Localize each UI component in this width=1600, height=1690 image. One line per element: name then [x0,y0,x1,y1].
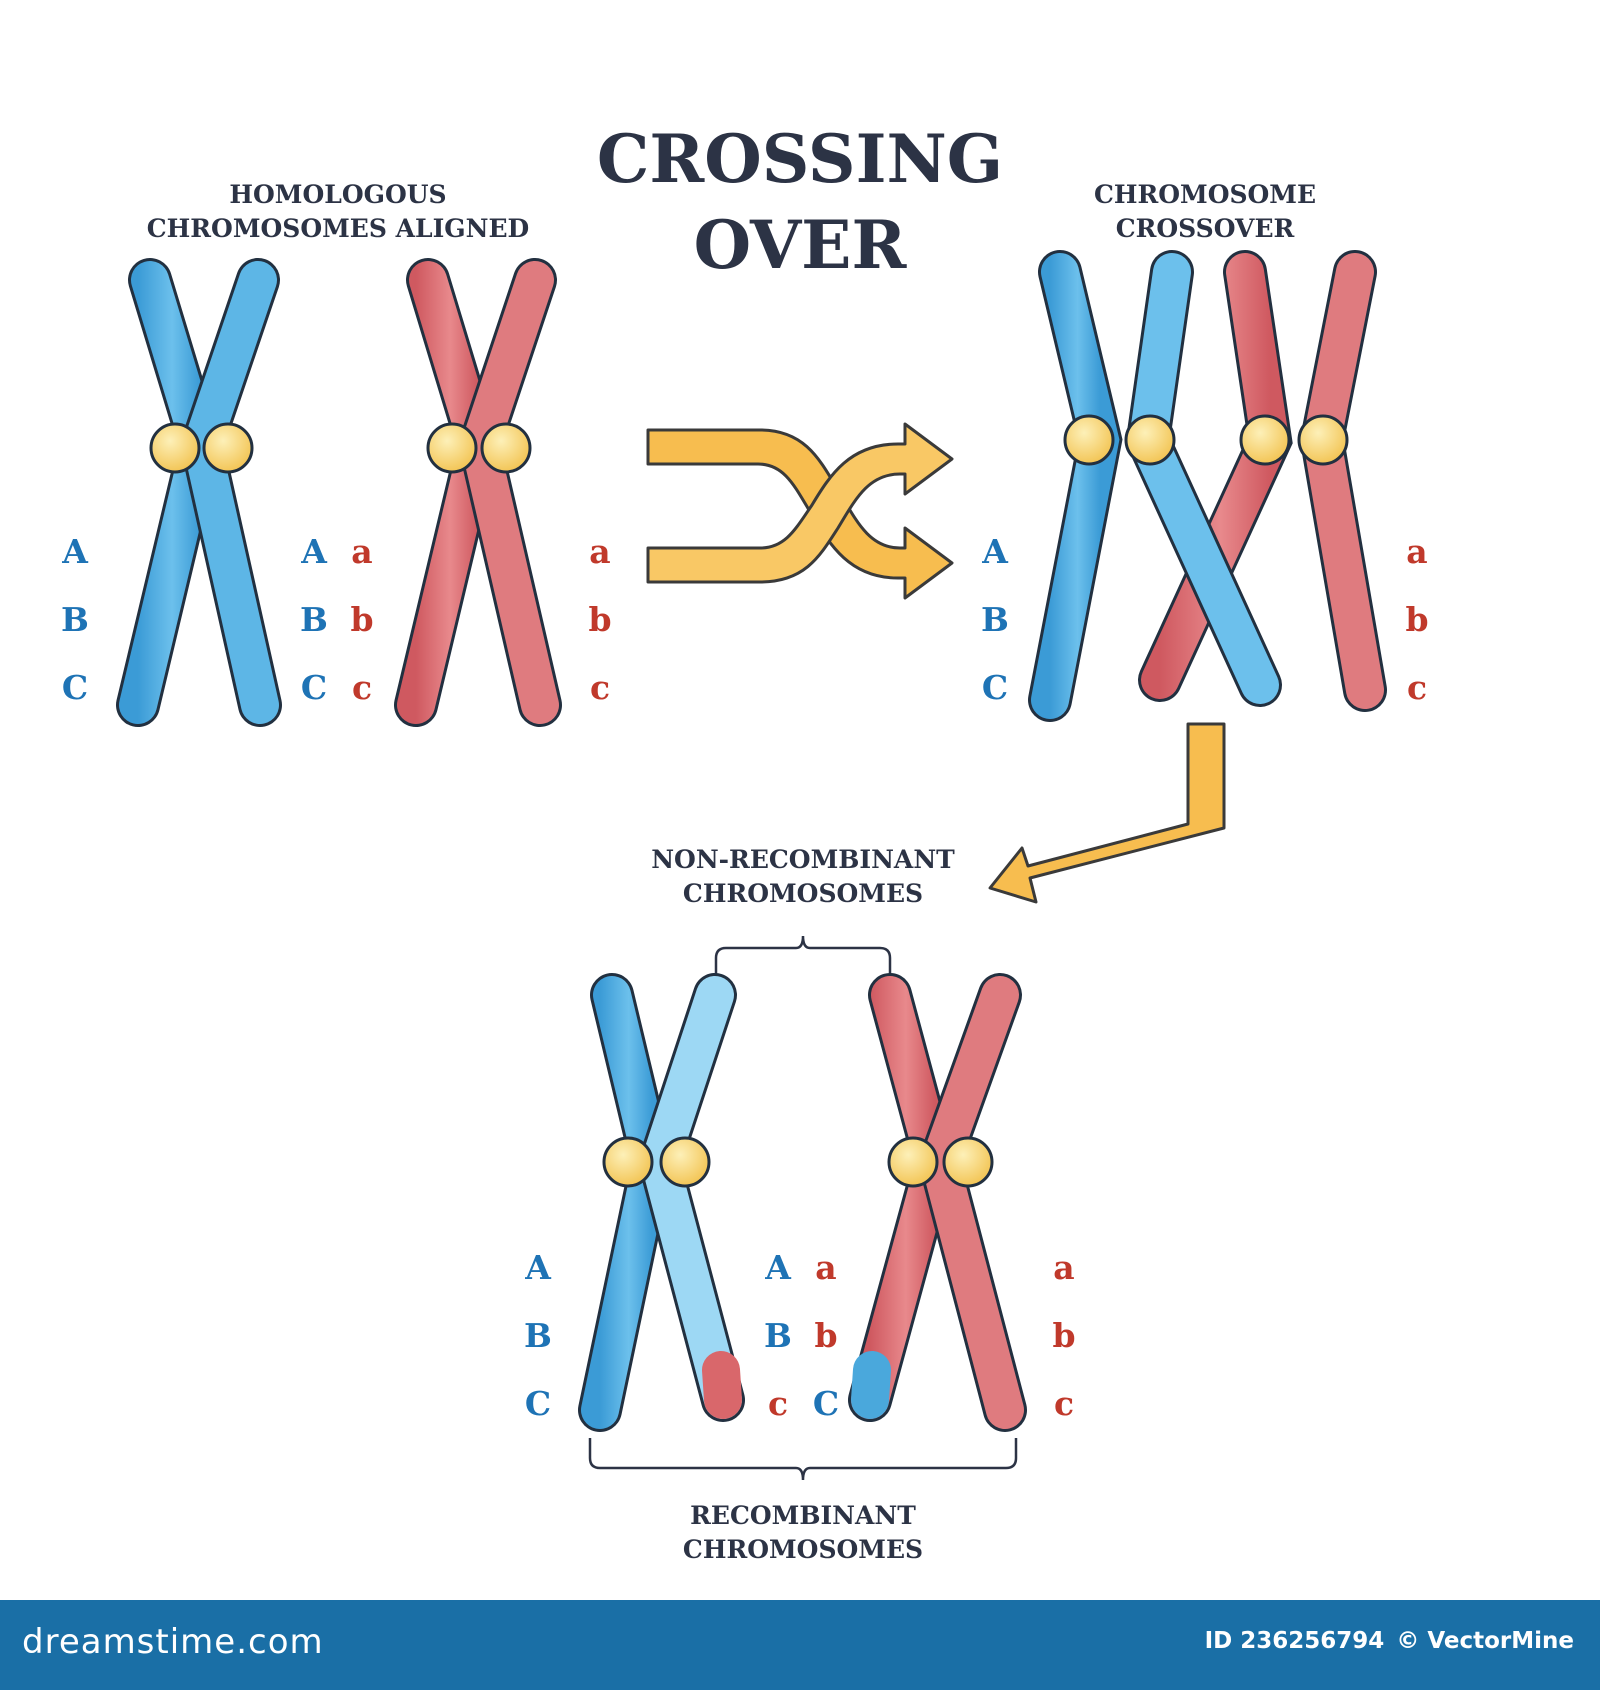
allele-b: b [814,1316,837,1355]
allele-c: c [1407,668,1427,707]
allele-C: C [982,668,1008,707]
result-arrow-icon [988,722,1226,904]
allele-c: c [590,668,610,707]
allele-A: A [300,532,327,571]
allele-b: b [1052,1316,1075,1355]
allele-B: B [300,600,328,639]
allele-A: A [524,1248,551,1287]
red-chromosome-aligned [394,258,562,727]
title-line-1: CROSSING [597,120,1003,198]
footer-brand[interactable]: dreamstime.com [22,1622,324,1662]
alleles-crossover-left: A B C [981,532,1009,707]
footer-image-id: ID 236256794 [1204,1628,1385,1654]
allele-a: a [589,532,610,571]
alleles-aligned-middle: A B C a b c [300,532,373,707]
recombinant-bracket [588,1438,1018,1481]
alleles-crossover-right: a b c [1405,532,1428,707]
label-recombinant-line-2: CHROMOSOMES [683,1535,923,1564]
allele-C: C [62,668,88,707]
footer-bar: dreamstime.com ID 236256794 © VectorMine [0,1600,1600,1690]
crossing-arrow-icon [646,422,954,600]
label-recombinant-line-1: RECOMBINANT [690,1501,916,1530]
footer-credit: © VectorMine [1396,1628,1574,1654]
label-non-recombinant-line-2: CHROMOSOMES [683,879,923,908]
allele-c: c [352,668,372,707]
blue-chromosome-crossover [1028,250,1123,722]
allele-b: b [588,600,611,639]
allele-A: A [981,532,1008,571]
allele-C: C [525,1384,551,1423]
allele-A: A [764,1248,791,1287]
allele-B: B [524,1316,552,1355]
allele-b: b [350,600,373,639]
allele-C: C [813,1384,839,1423]
centromeres-crossover [1063,414,1349,466]
red-chromosome-result [848,973,1027,1432]
label-crossover-line-1: CHROMOSOME [1094,180,1316,209]
alleles-result-left: A B C [524,1248,552,1423]
allele-A: A [61,532,88,571]
non-recombinant-bracket [714,935,892,978]
label-non-recombinant-line-1: NON-RECOMBINANT [651,845,955,874]
allele-a: a [351,532,372,571]
allele-C: C [301,668,327,707]
alleles-aligned-left: A B C [61,532,89,707]
allele-B: B [61,600,89,639]
alleles-result-right: a b c [1052,1248,1075,1423]
allele-c: c [768,1384,788,1423]
label-aligned-line-2: CHROMOSOMES ALIGNED [147,214,529,243]
label-aligned-line-1: HOMOLOGOUS [229,180,446,209]
allele-c: c [1054,1384,1074,1423]
alleles-result-middle: A B c a b C [764,1248,839,1423]
allele-B: B [764,1316,792,1355]
footer-image-info: ID 236256794 © VectorMine [1205,1628,1578,1654]
label-crossover-line-2: CROSSOVER [1116,214,1295,243]
blue-chromosome-result [578,973,745,1432]
centromeres-result [602,1136,994,1188]
title-line-2: OVER [694,206,908,284]
allele-a: a [1053,1248,1074,1287]
allele-a: a [1406,532,1427,571]
alleles-aligned-right: a b c [588,532,611,707]
allele-B: B [981,600,1009,639]
allele-a: a [815,1248,836,1287]
allele-b: b [1405,600,1428,639]
blue-chromosome-aligned [116,258,282,727]
